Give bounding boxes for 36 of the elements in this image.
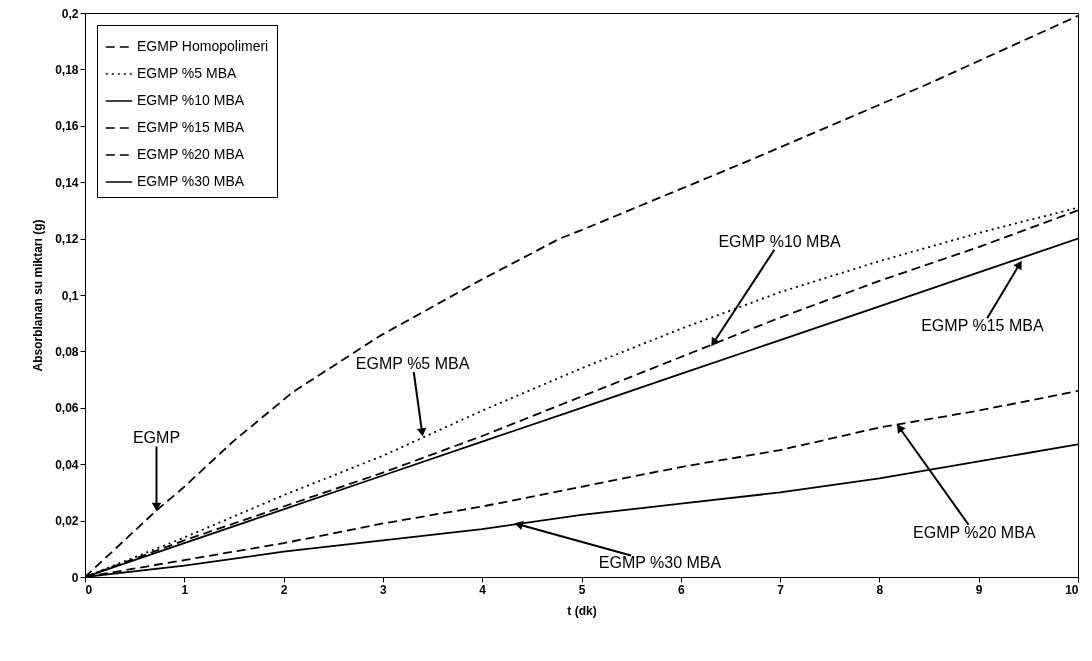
x-tick-label: 10 xyxy=(1065,582,1079,597)
y-tick-label: 0,08 xyxy=(55,344,79,359)
y-tick-label: 0,2 xyxy=(61,6,79,21)
y-tick-label: 0,18 xyxy=(55,62,79,77)
annotation: EGMP %30 MBA xyxy=(598,554,722,572)
legend-label: EGMP %20 MBA xyxy=(137,146,245,162)
y-tick-label: 0,02 xyxy=(55,514,79,529)
annotation: EGMP xyxy=(132,429,181,447)
x-tick-label: 4 xyxy=(479,582,487,597)
legend-label: EGMP %10 MBA xyxy=(137,92,245,108)
annotation: EGMP %10 MBA xyxy=(718,232,842,250)
y-tick-label: 0,04 xyxy=(55,457,79,472)
y-tick-label: 0,1 xyxy=(61,288,79,303)
y-tick-label: 0,12 xyxy=(55,232,79,247)
x-tick-label: 9 xyxy=(975,582,983,597)
y-tick-label: 0,06 xyxy=(55,401,79,416)
x-tick-label: 5 xyxy=(578,582,586,597)
x-axis-title: t (dk) xyxy=(567,603,597,618)
x-tick-label: 6 xyxy=(677,582,685,597)
y-tick-label: 0,16 xyxy=(55,119,79,134)
x-tick-label: 1 xyxy=(181,582,189,597)
x-tick-label: 8 xyxy=(876,582,884,597)
legend-label: EGMP %15 MBA xyxy=(137,119,245,135)
x-tick-label: 2 xyxy=(280,582,288,597)
annotation: EGMP %15 MBA xyxy=(921,317,1044,335)
y-tick-label: 0 xyxy=(71,570,79,585)
annotation: EGMP %5 MBA xyxy=(355,355,470,372)
legend-label: EGMP %30 MBA xyxy=(137,173,245,189)
x-tick-label: 3 xyxy=(380,582,388,597)
annotation: EGMP %20 MBA xyxy=(913,523,1036,541)
x-tick-label: 0 xyxy=(85,582,93,597)
x-tick-label: 7 xyxy=(777,582,785,597)
legend-label: EGMP %5 MBA xyxy=(137,65,237,81)
y-tick-label: 0,14 xyxy=(55,175,79,190)
legend-label: EGMP Homopolimeri xyxy=(137,38,269,54)
y-axis-title: Absorblanan su miktarı (g) xyxy=(31,219,46,372)
